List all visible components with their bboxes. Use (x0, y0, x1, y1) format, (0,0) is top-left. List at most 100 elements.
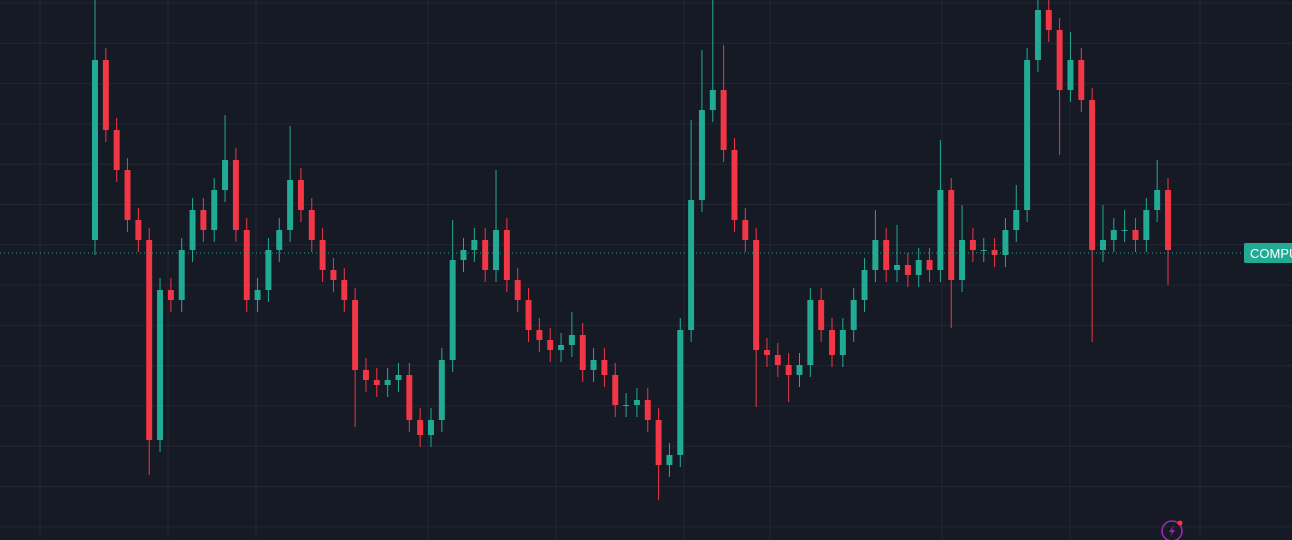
candle-body (232, 160, 239, 230)
candle-body (1002, 230, 1009, 255)
candle-body (731, 150, 738, 220)
icon-dot (1177, 520, 1183, 526)
candle-body (601, 360, 608, 375)
candle-body (1154, 190, 1161, 210)
candle-body (677, 330, 684, 455)
candle-body (124, 170, 131, 220)
candle-body (666, 455, 673, 465)
candle-body (200, 210, 207, 230)
candle-body (428, 420, 434, 435)
candle-body (1165, 190, 1171, 250)
candle-body (157, 290, 164, 440)
price-label: COMPU (1250, 246, 1292, 261)
candle-body (406, 375, 413, 420)
candle-body (297, 180, 304, 210)
candle-body (698, 110, 705, 200)
candles: COMPU (0, 0, 1292, 500)
candle-body (308, 210, 315, 240)
candle-body (1110, 230, 1117, 240)
candle-body (568, 335, 575, 345)
candle-body (243, 230, 250, 300)
candle-body (254, 290, 261, 300)
candle-body (644, 400, 651, 420)
candle-body (362, 370, 369, 380)
candle-body (319, 240, 326, 270)
candle-body (1143, 210, 1150, 240)
candle-body (417, 420, 424, 435)
candle-body (829, 330, 835, 355)
candle-body (276, 230, 283, 250)
candle-body (1089, 100, 1096, 250)
candle-body (1024, 60, 1031, 210)
candle-body (135, 220, 142, 240)
candle-body (1078, 60, 1085, 100)
candle-body (287, 180, 294, 230)
candle-body (709, 90, 716, 110)
candle-body (818, 300, 825, 330)
candle-body (861, 270, 868, 300)
candle-body (590, 360, 597, 370)
candle-body (1045, 10, 1052, 30)
candle-body (373, 380, 380, 385)
candle-body (612, 375, 619, 405)
icon-ring (1161, 520, 1183, 540)
candle-body (753, 240, 760, 350)
candle-body (720, 90, 727, 150)
candle-body (330, 270, 337, 280)
candle-body (688, 200, 695, 330)
candle-body (991, 250, 998, 255)
candle-body (948, 190, 955, 280)
candle-body (1121, 230, 1128, 231)
candle-body (514, 280, 521, 300)
candle-body (969, 240, 976, 250)
candle-body (1099, 240, 1106, 250)
candle-body (763, 350, 770, 355)
candle-body (579, 335, 586, 370)
candle-body (883, 240, 890, 270)
candle-body (1067, 60, 1074, 90)
candle-body (384, 380, 391, 385)
candle-body (894, 265, 901, 270)
candle-body (774, 355, 781, 365)
candle-body (341, 280, 348, 300)
candle-body (167, 290, 174, 300)
candle-body (937, 190, 944, 270)
candle-body (785, 365, 792, 375)
candle-body (178, 250, 185, 300)
candle-body (558, 345, 565, 350)
candle-body (471, 240, 478, 250)
candle-body (547, 340, 554, 350)
candle-body (1034, 10, 1041, 60)
candle-body (536, 330, 543, 340)
candle-body (915, 260, 922, 275)
alert-icon[interactable] (1161, 520, 1183, 540)
candle-body (525, 300, 532, 330)
candle-body (211, 190, 218, 230)
candle-body (1132, 230, 1139, 240)
candle-body (395, 375, 402, 380)
candle-body (92, 60, 98, 240)
candle-body (633, 400, 640, 405)
candle-body (807, 300, 814, 365)
candle-body (265, 250, 272, 290)
candle-body (189, 210, 196, 250)
candle-body (904, 265, 911, 275)
candle-body (1056, 30, 1063, 90)
candle-body (742, 220, 749, 240)
candle-body (872, 240, 879, 270)
candle-body (655, 420, 662, 465)
candle-body (503, 230, 510, 280)
candle-body (222, 160, 229, 190)
candle-body (482, 240, 489, 270)
price-label-bg (1244, 243, 1292, 263)
candle-body (980, 250, 987, 251)
candle-body (113, 130, 120, 170)
candle-body (1013, 210, 1020, 230)
candle-body (796, 365, 803, 375)
candle-body (959, 240, 966, 280)
candle-body (438, 360, 445, 420)
candle-body (449, 260, 456, 360)
